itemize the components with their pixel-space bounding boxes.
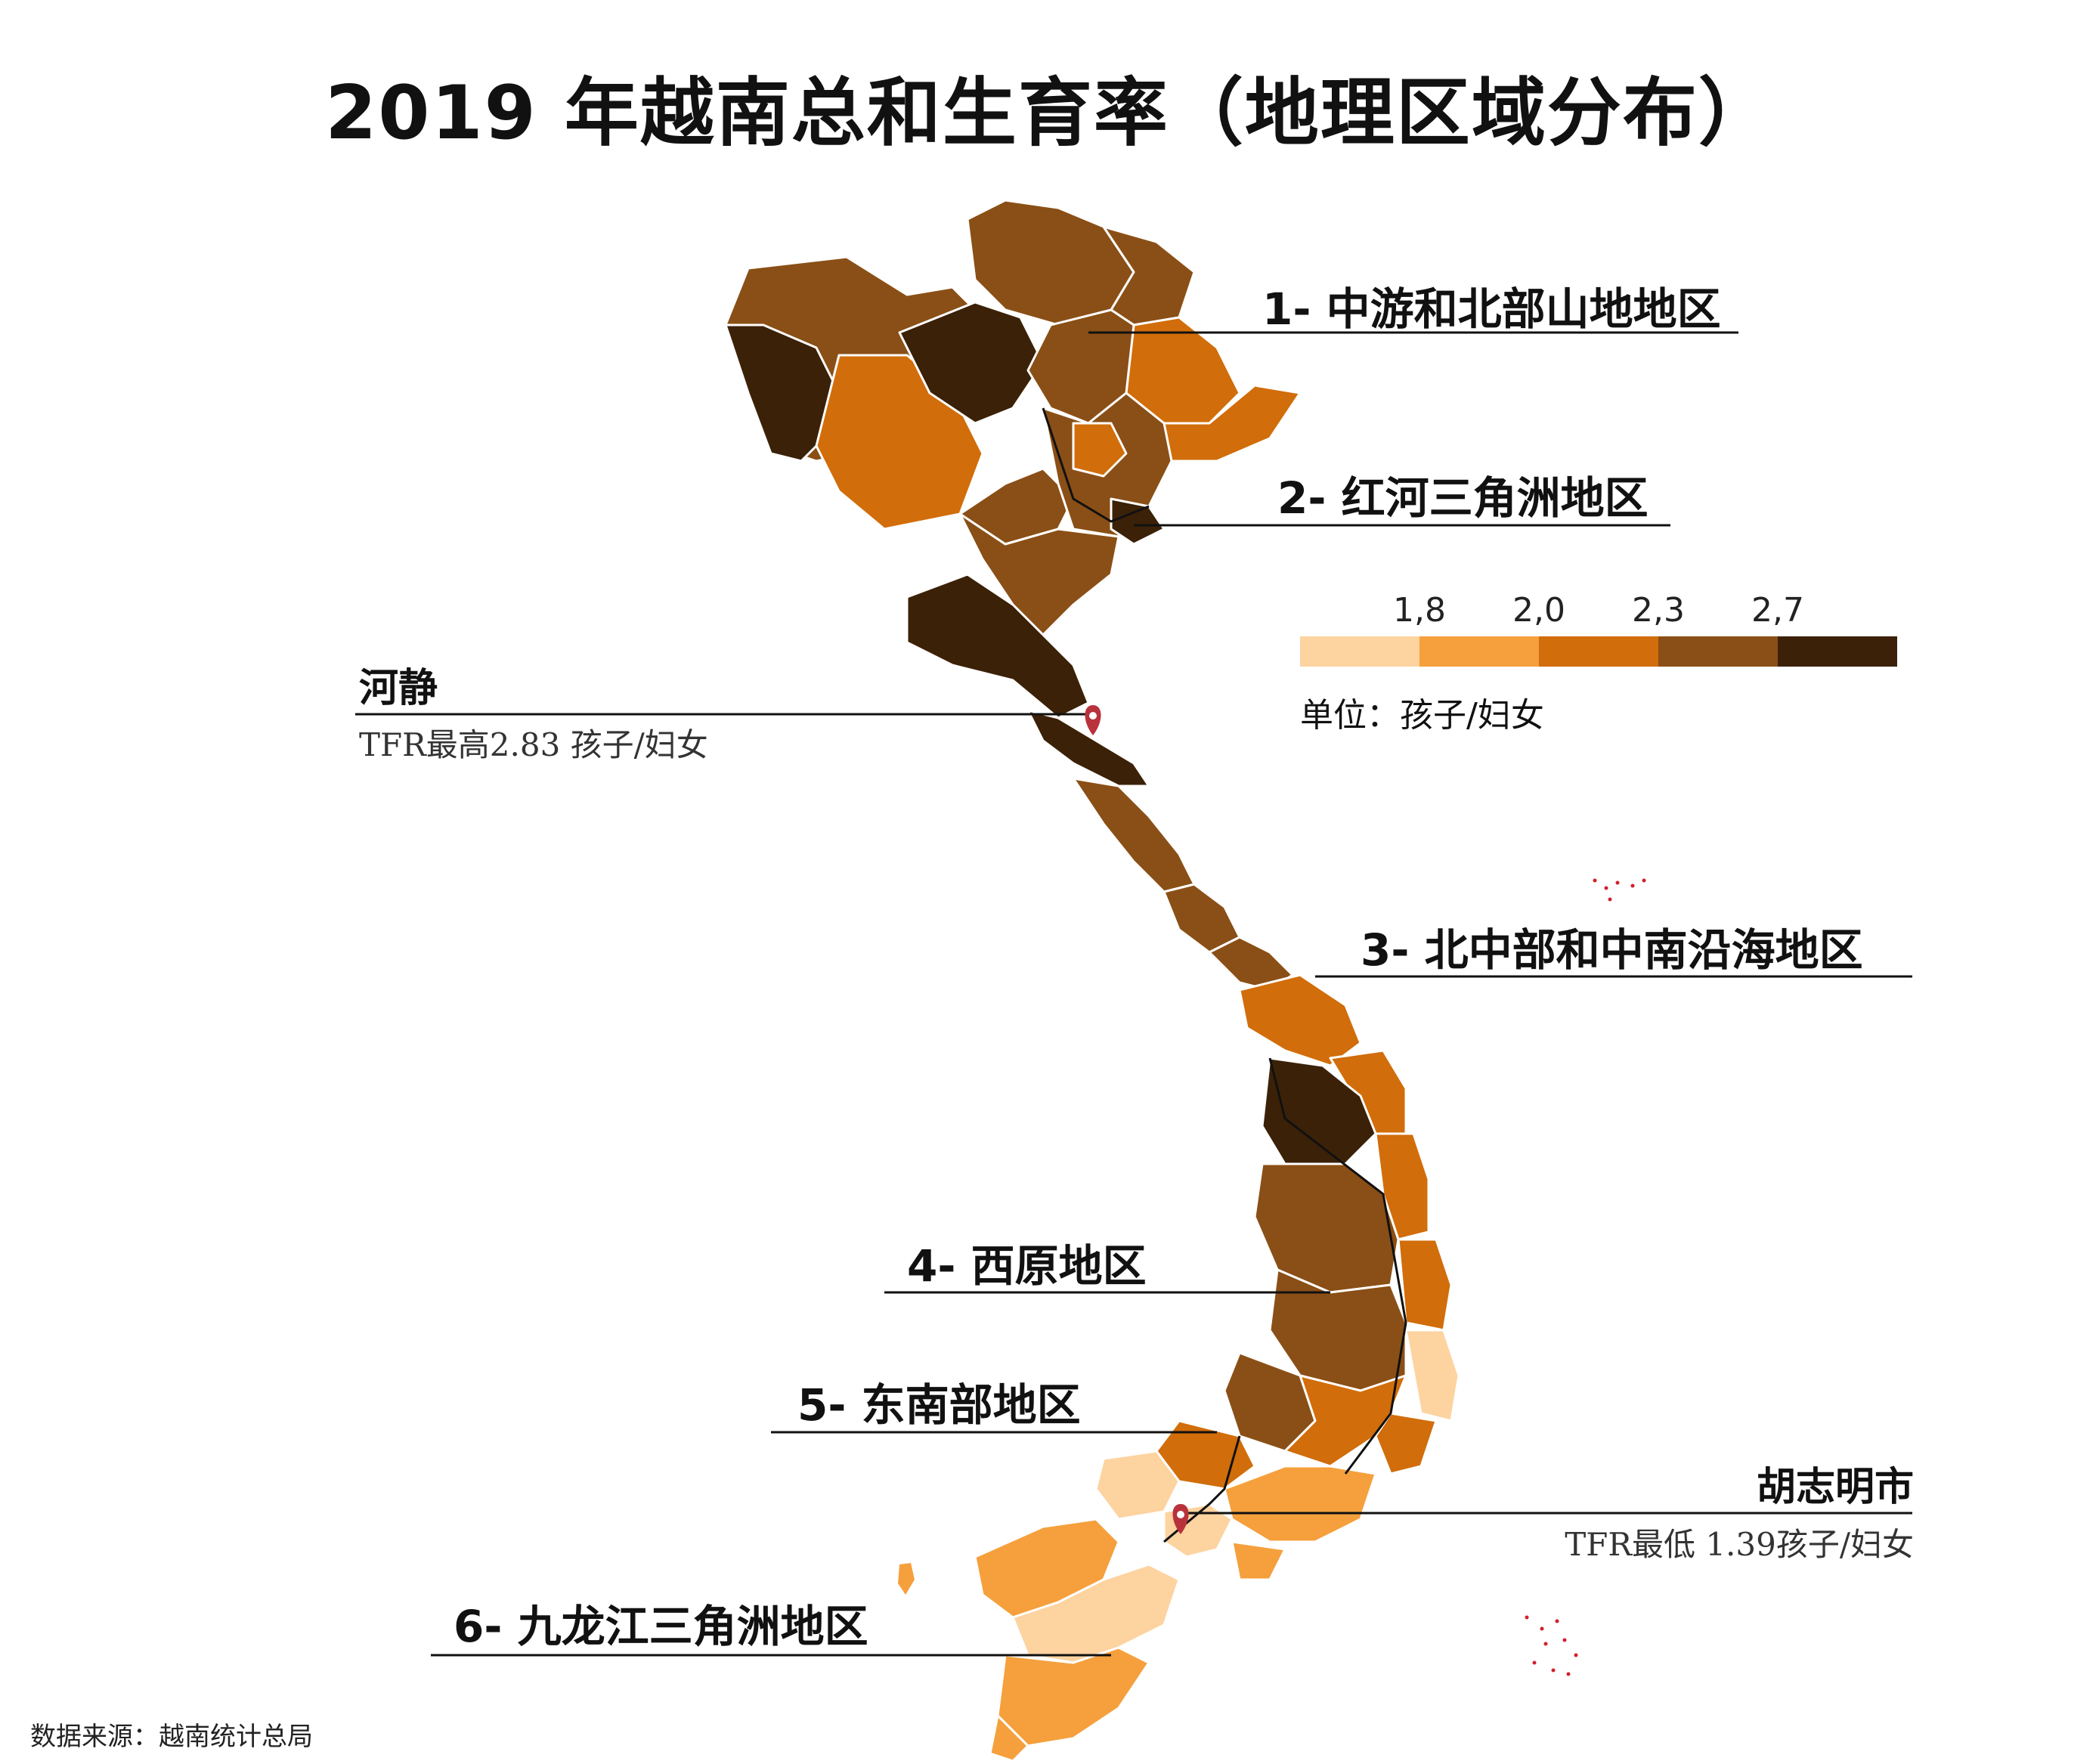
map-region-hagiang bbox=[966, 199, 1135, 326]
legend-swatch-1 bbox=[1300, 636, 1419, 667]
lowest-city-note: TFR最低 1.39孩子/妇女 bbox=[1565, 1526, 1914, 1563]
region-label-6: 6- 九龙江三角洲地区 bbox=[454, 1601, 868, 1652]
legend-swatch-4 bbox=[1658, 636, 1778, 667]
map-region-mekong-south bbox=[996, 1646, 1150, 1747]
border-highlands bbox=[1268, 1057, 1407, 1475]
legend-swatch-2 bbox=[1419, 636, 1539, 667]
map-region-kontum bbox=[1261, 1057, 1377, 1165]
region-label-4: 4- 西原地区 bbox=[907, 1240, 1147, 1292]
legend-swatch-3 bbox=[1539, 636, 1658, 667]
map-region-quangninh bbox=[1162, 384, 1302, 463]
highest-province-name: 河静 bbox=[359, 666, 438, 711]
map-region-dongnai bbox=[1223, 1465, 1377, 1543]
map-region-camau bbox=[989, 1714, 1029, 1762]
region-label-2: 2- 红河三角洲地区 bbox=[1277, 472, 1649, 524]
map-region-phuyen bbox=[1397, 1238, 1453, 1332]
legend-tick-4: 2,7 bbox=[1751, 591, 1804, 630]
marker-hatinh bbox=[1085, 705, 1101, 735]
map-region-hatinh bbox=[1026, 709, 1150, 788]
map-region-thanhhoa bbox=[958, 512, 1120, 636]
map-region-phuquoc bbox=[898, 1563, 915, 1595]
border-redriver bbox=[1042, 407, 1150, 523]
legend-colorbar bbox=[1300, 636, 1897, 667]
marker-hcmc bbox=[1172, 1504, 1189, 1534]
map-region-quangnam bbox=[1238, 973, 1362, 1067]
legend-swatch-5 bbox=[1778, 636, 1897, 667]
region-label-3: 3- 北中部和中南沿海地区 bbox=[1361, 924, 1863, 976]
legend-tick-2: 2,0 bbox=[1512, 591, 1565, 630]
map-region-khanhhoa bbox=[1404, 1329, 1460, 1422]
map-region-mekong-mid bbox=[1011, 1563, 1181, 1664]
highest-province-note: TFR最高2.83 孩子/妇女 bbox=[359, 726, 708, 763]
map-region-laocai bbox=[898, 301, 1045, 425]
map-region-nghean bbox=[906, 573, 1090, 720]
map-region-quangbinh bbox=[1072, 777, 1196, 893]
map-region-hanoi bbox=[1072, 422, 1128, 478]
legend-tick-1: 1,8 bbox=[1393, 591, 1446, 630]
data-source: 数据来源：越南统计总局 bbox=[30, 1722, 313, 1752]
map-region-namdinh bbox=[1110, 497, 1166, 546]
legend-tick-3: 2,3 bbox=[1632, 591, 1685, 630]
region-label-1: 1- 中游和北部山地地区 bbox=[1262, 283, 1721, 335]
map-region-hue bbox=[1208, 936, 1294, 992]
map-title: 2019 年越南总和生育率（地理区域分布） bbox=[325, 70, 1774, 156]
region-label-5: 5- 东南部地区 bbox=[797, 1379, 1081, 1431]
legend-unit: 单位：孩子/妇女 bbox=[1300, 696, 1544, 735]
lowest-city-name: 胡志明市 bbox=[1756, 1465, 1914, 1510]
map-region-lamdong bbox=[1283, 1374, 1407, 1468]
map-region-baria bbox=[1231, 1540, 1286, 1581]
